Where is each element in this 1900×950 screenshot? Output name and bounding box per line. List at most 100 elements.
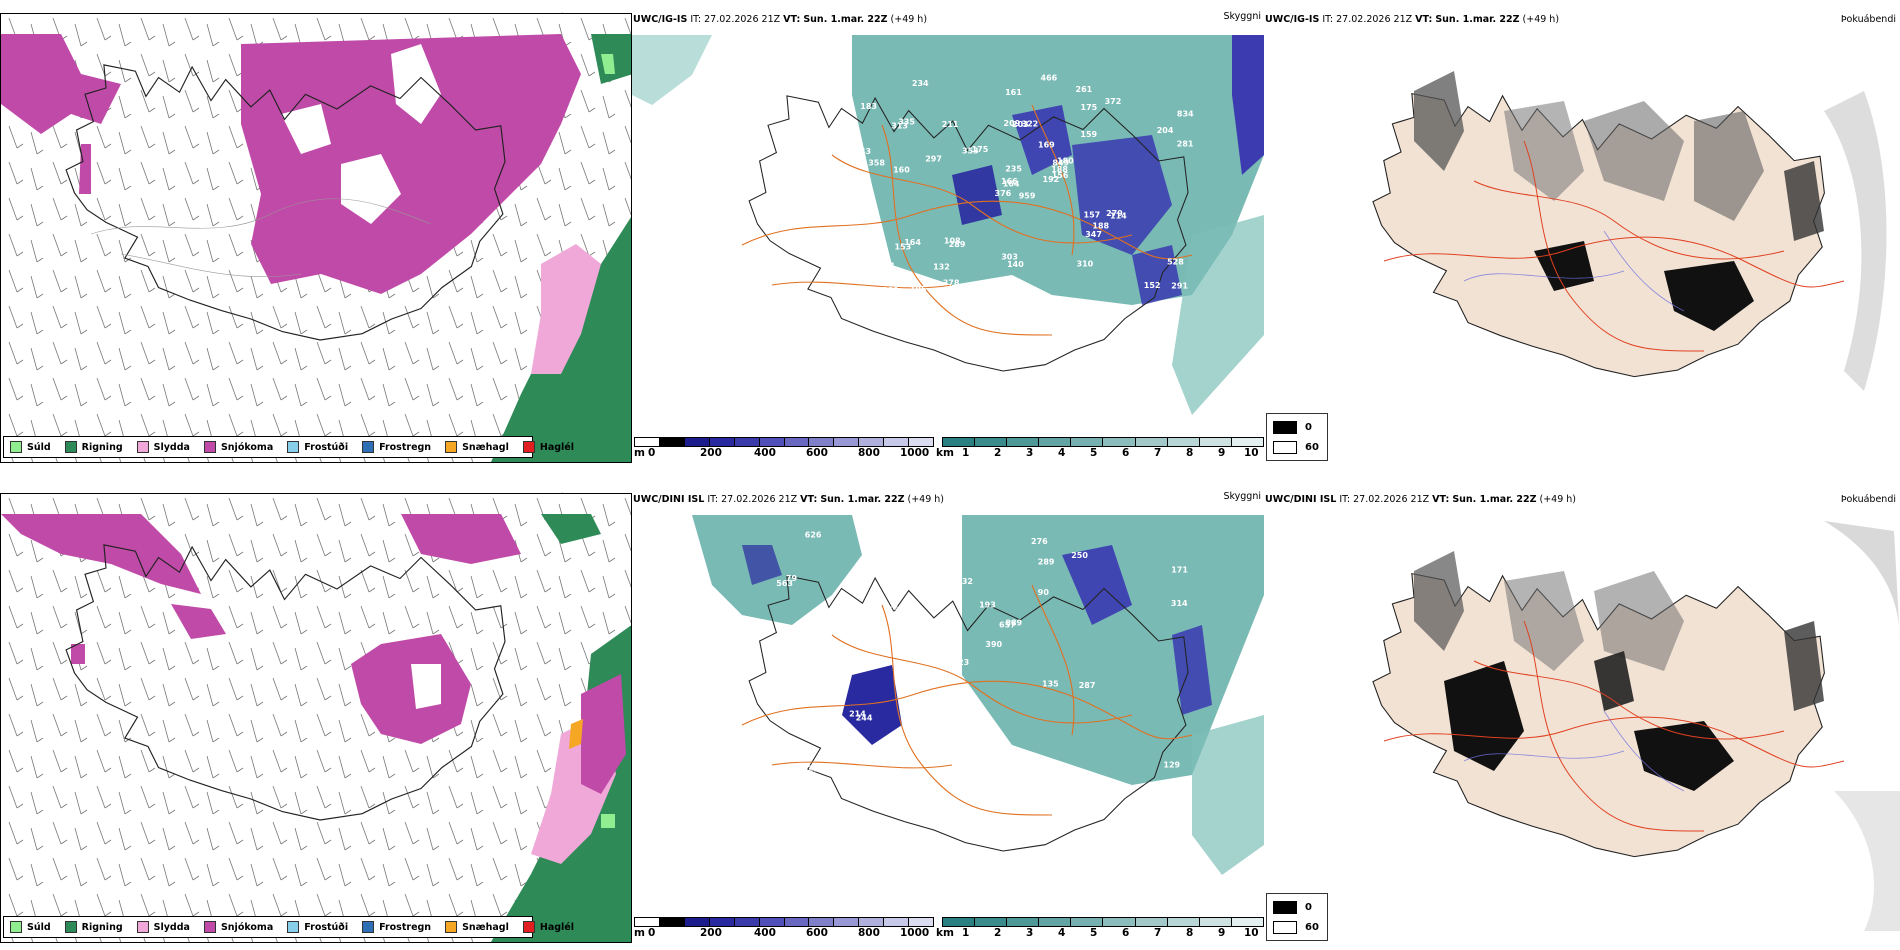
- run-info: UWC/DINI ISL IT: 27.02.2026 21Z VT: Sun.…: [1265, 494, 1577, 505]
- precip-type-map: [0, 493, 633, 943]
- tick-label: 1: [962, 447, 970, 459]
- cloud-base-label: 156: [1052, 171, 1069, 180]
- fog-panel-top: UWC/IG-IS IT: 27.02.2026 21Z VT: Sun. 1.…: [1264, 13, 1900, 465]
- tick-label: 6: [1122, 927, 1130, 939]
- ceiling-ticks: m 0 200 400 600 800 1000: [634, 927, 934, 939]
- ceiling-colorbar: m 0 200 400 600 800 1000: [634, 437, 934, 459]
- ramp-cell: [784, 438, 810, 446]
- legend-swatch: [10, 441, 22, 453]
- cloud-base-label: 90: [1038, 588, 1050, 597]
- cloud-base-label: 250: [1071, 551, 1088, 560]
- panel-title: Þokuábendi: [1840, 494, 1896, 505]
- legend-row: 0: [1273, 901, 1312, 914]
- cloud-base-label: 834: [1177, 110, 1194, 119]
- ramp-cell: [684, 918, 710, 926]
- tick-label: 2: [994, 927, 1002, 939]
- tick-label: 800: [858, 927, 880, 939]
- visibility-colorbar: km 1 2 3 4 5 6 7 8 9 10: [936, 437, 1264, 459]
- run-info: UWC/IG-IS IT: 27.02.2026 21Z VT: Sun. 1.…: [633, 14, 928, 25]
- ceiling-ticks: m 0 200 400 600 800 1000: [634, 447, 934, 459]
- tick-label: 400: [754, 927, 776, 939]
- cloud-map: 959 313 164 271 849 289 261 322 175 192 234 291 160 8…: [632, 35, 1264, 435]
- legend-swatch: [445, 441, 458, 453]
- cloud-base-label: 335: [898, 117, 915, 126]
- legend-swatch: [362, 441, 375, 453]
- cloud-base-label: 358: [868, 159, 885, 168]
- cloud-base-label: 261: [1076, 85, 1093, 94]
- tick-label: 3: [1026, 447, 1034, 459]
- ramp-cell: [1103, 918, 1136, 926]
- ramp-cell: [834, 918, 860, 926]
- cloud-base-label: 376: [995, 189, 1012, 198]
- tick-label: 0: [648, 447, 656, 459]
- cloud-base-label: 171: [1171, 565, 1188, 574]
- cloud-base-label: 279: [1106, 209, 1123, 218]
- ramp-cell: [834, 438, 860, 446]
- cloud-base-label: 322: [1022, 120, 1039, 129]
- cloud-base-label: 203: [1012, 120, 1029, 129]
- ramp-cell: [884, 918, 910, 926]
- legend-swatch: [1273, 441, 1297, 454]
- panel-title: Skyggni: [1223, 491, 1261, 502]
- ramp-cell: [809, 918, 835, 926]
- cloud-base-label: 289: [949, 240, 966, 249]
- tick-label: 200: [700, 447, 722, 459]
- legend-row: 0: [1273, 421, 1312, 434]
- cloud-base-label: 959: [1019, 191, 1036, 200]
- cloud-base-label: 889: [1005, 618, 1022, 627]
- cloud-base-label: 276: [1031, 537, 1048, 546]
- cloud-base-label: 314: [1171, 599, 1188, 608]
- tick-label: 1: [962, 927, 970, 939]
- ramp-cell: [1103, 438, 1136, 446]
- panel-title: Þokuábendi: [1840, 14, 1896, 25]
- legend-item: Frostregn: [362, 441, 431, 453]
- cloud-base-label: 207: [919, 656, 936, 665]
- ramp-cell: [1199, 918, 1232, 926]
- cloud-base-label: 466: [1041, 73, 1058, 82]
- fog-legend: 0 60: [1266, 893, 1328, 941]
- cloud-base-label: 132: [934, 628, 951, 637]
- cloud-base-label: 244: [856, 713, 873, 722]
- cloud-base-label: 303: [1001, 253, 1018, 262]
- cloud-base-label: 169: [1038, 141, 1055, 150]
- legend-swatch: [203, 921, 216, 933]
- ramp-cell: [975, 918, 1008, 926]
- legend-swatch: [522, 921, 535, 933]
- cloud-base-label: 287: [1079, 681, 1096, 690]
- legend-item: Slydda: [136, 921, 190, 933]
- ramp-cell: [784, 918, 810, 926]
- ramp-cell: [734, 438, 760, 446]
- tick-label: 9: [1218, 927, 1226, 939]
- ramp-cell: [635, 438, 660, 446]
- ramp-cell: [684, 438, 710, 446]
- cloud-base-label: 175: [1081, 103, 1098, 112]
- tick-label: 5: [1090, 927, 1098, 939]
- axis-unit: km: [936, 927, 954, 939]
- visibility-ticks: km 1 2 3 4 5 6 7 8 9 10: [936, 447, 1264, 459]
- cloud-base-label: 108: [944, 237, 961, 246]
- cloud-base-label: 192: [1043, 175, 1060, 184]
- ramp-cell: [809, 438, 835, 446]
- legend-swatch: [1273, 901, 1297, 914]
- tick-label: 3: [1026, 927, 1034, 939]
- tick-label: 1000: [900, 927, 930, 939]
- cloud-base-label: 563: [776, 579, 793, 588]
- ramp-cell: [1231, 438, 1263, 446]
- cloud-base-label: 211: [942, 120, 959, 129]
- legend-item: Snæhagl: [445, 921, 509, 933]
- legend-item: Haglél: [522, 441, 574, 453]
- cloud-base-label: 900: [794, 711, 811, 720]
- cloud-base-label: 310: [1077, 259, 1094, 268]
- legend-swatch: [445, 921, 458, 933]
- cloud-base-label: 214: [849, 710, 866, 719]
- cloud-base-label: 657: [999, 621, 1016, 630]
- legend-swatch: [1273, 921, 1297, 934]
- ramp-cell: [859, 438, 885, 446]
- cloud-base-label: 114: [1110, 212, 1127, 221]
- tick-label: 4: [1058, 447, 1066, 459]
- cloud-panel-top: UWC/IG-IS IT: 27.02.2026 21Z VT: Sun. 1.…: [632, 11, 1264, 465]
- panel-header: UWC/DINI ISL IT: 27.02.2026 21Z VT: Sun.…: [1264, 493, 1900, 507]
- cloud-base-label: 499: [759, 738, 776, 747]
- cloud-base-label: 132: [933, 263, 950, 272]
- cloud-base-label: 271: [879, 261, 896, 270]
